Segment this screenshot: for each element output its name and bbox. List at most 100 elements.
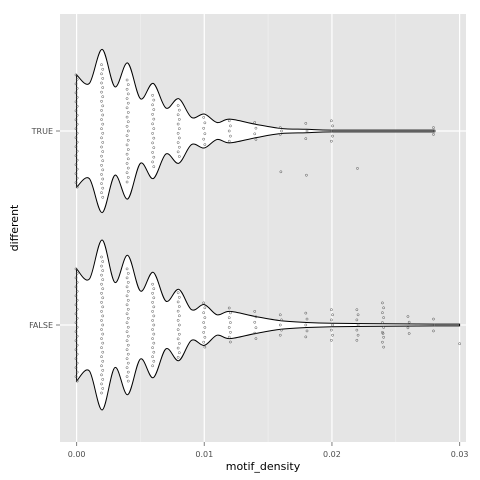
data-point: [101, 122, 105, 126]
data-point: [75, 122, 79, 126]
data-point: [100, 118, 103, 121]
data-point: [177, 145, 181, 149]
data-point: [152, 296, 156, 300]
data-point: [126, 325, 130, 329]
data-point: [176, 122, 180, 126]
data-point: [152, 165, 156, 169]
data-point: [151, 103, 154, 107]
data-point: [101, 168, 105, 172]
data-point: [152, 314, 156, 318]
data-point: [152, 287, 156, 291]
data-point: [304, 323, 308, 327]
data-point: [177, 108, 181, 112]
data-point: [74, 163, 78, 167]
data-point: [151, 337, 154, 340]
data-point: [227, 119, 231, 123]
data-point: [74, 276, 78, 280]
data-point: [125, 78, 129, 82]
point-cluster: [176, 291, 181, 359]
data-point: [355, 328, 359, 332]
data-point: [125, 285, 129, 289]
data-point: [280, 328, 283, 332]
data-point: [126, 138, 130, 142]
data-point: [74, 339, 78, 343]
point-cluster: [100, 63, 105, 199]
data-point: [75, 185, 79, 189]
data-point: [202, 340, 206, 344]
data-point: [152, 359, 156, 363]
data-point: [152, 98, 156, 102]
data-point: [304, 311, 308, 315]
point-cluster: [151, 93, 156, 169]
data-point: [254, 315, 258, 319]
data-point: [74, 330, 78, 334]
data-point: [74, 73, 78, 77]
data-point: [74, 267, 78, 271]
data-point: [74, 357, 78, 361]
data-point: [229, 330, 232, 334]
y-axis-title: different: [8, 204, 21, 251]
data-point: [203, 316, 207, 319]
x-tick-label: 0.00: [68, 450, 86, 459]
data-point: [331, 134, 334, 138]
point-cluster: [279, 170, 283, 174]
data-point: [125, 162, 129, 165]
data-point: [75, 87, 79, 90]
data-point: [304, 122, 308, 125]
data-point: [125, 357, 129, 361]
data-point: [202, 321, 206, 324]
data-point: [100, 182, 103, 185]
point-cluster: [151, 282, 156, 368]
data-point: [329, 119, 333, 123]
y-tick-label: TRUE: [31, 127, 53, 136]
data-point: [253, 121, 257, 124]
data-point: [304, 137, 308, 140]
data-point: [74, 145, 78, 149]
data-point: [227, 139, 231, 143]
point-cluster: [329, 308, 334, 342]
data-point: [176, 346, 180, 350]
data-point: [227, 129, 231, 133]
data-point: [101, 359, 105, 363]
data-point: [101, 332, 105, 336]
data-point: [101, 368, 105, 372]
data-point: [74, 118, 78, 122]
data-point: [229, 311, 232, 315]
data-point: [151, 141, 154, 145]
data-point: [331, 323, 334, 327]
data-point: [278, 126, 282, 129]
data-point: [125, 276, 129, 280]
data-point: [101, 305, 105, 309]
data-point: [101, 287, 105, 291]
data-point: [125, 87, 129, 91]
data-point: [101, 159, 105, 163]
data-point: [101, 150, 105, 153]
data-point: [126, 281, 130, 284]
data-point: [126, 289, 130, 293]
data-point: [381, 321, 384, 324]
data-point: [253, 320, 257, 324]
data-point: [100, 337, 103, 340]
data-point: [329, 129, 333, 133]
data-point: [382, 316, 385, 319]
data-point: [382, 326, 385, 329]
point-cluster: [74, 73, 79, 189]
data-point: [75, 140, 79, 144]
point-cluster: [202, 301, 207, 349]
data-point: [152, 117, 156, 121]
data-point: [125, 115, 129, 119]
data-point: [101, 296, 105, 300]
point-cluster: [125, 267, 130, 383]
data-point: [125, 312, 129, 316]
data-point: [75, 131, 79, 135]
point-cluster: [381, 301, 385, 349]
data-point: [202, 301, 206, 305]
data-point: [125, 294, 129, 298]
data-point: [74, 321, 78, 325]
data-point: [176, 131, 180, 135]
data-point: [100, 264, 103, 268]
data-point: [229, 321, 232, 324]
data-point: [126, 316, 130, 320]
data-point: [75, 167, 79, 171]
data-point: [126, 361, 130, 365]
